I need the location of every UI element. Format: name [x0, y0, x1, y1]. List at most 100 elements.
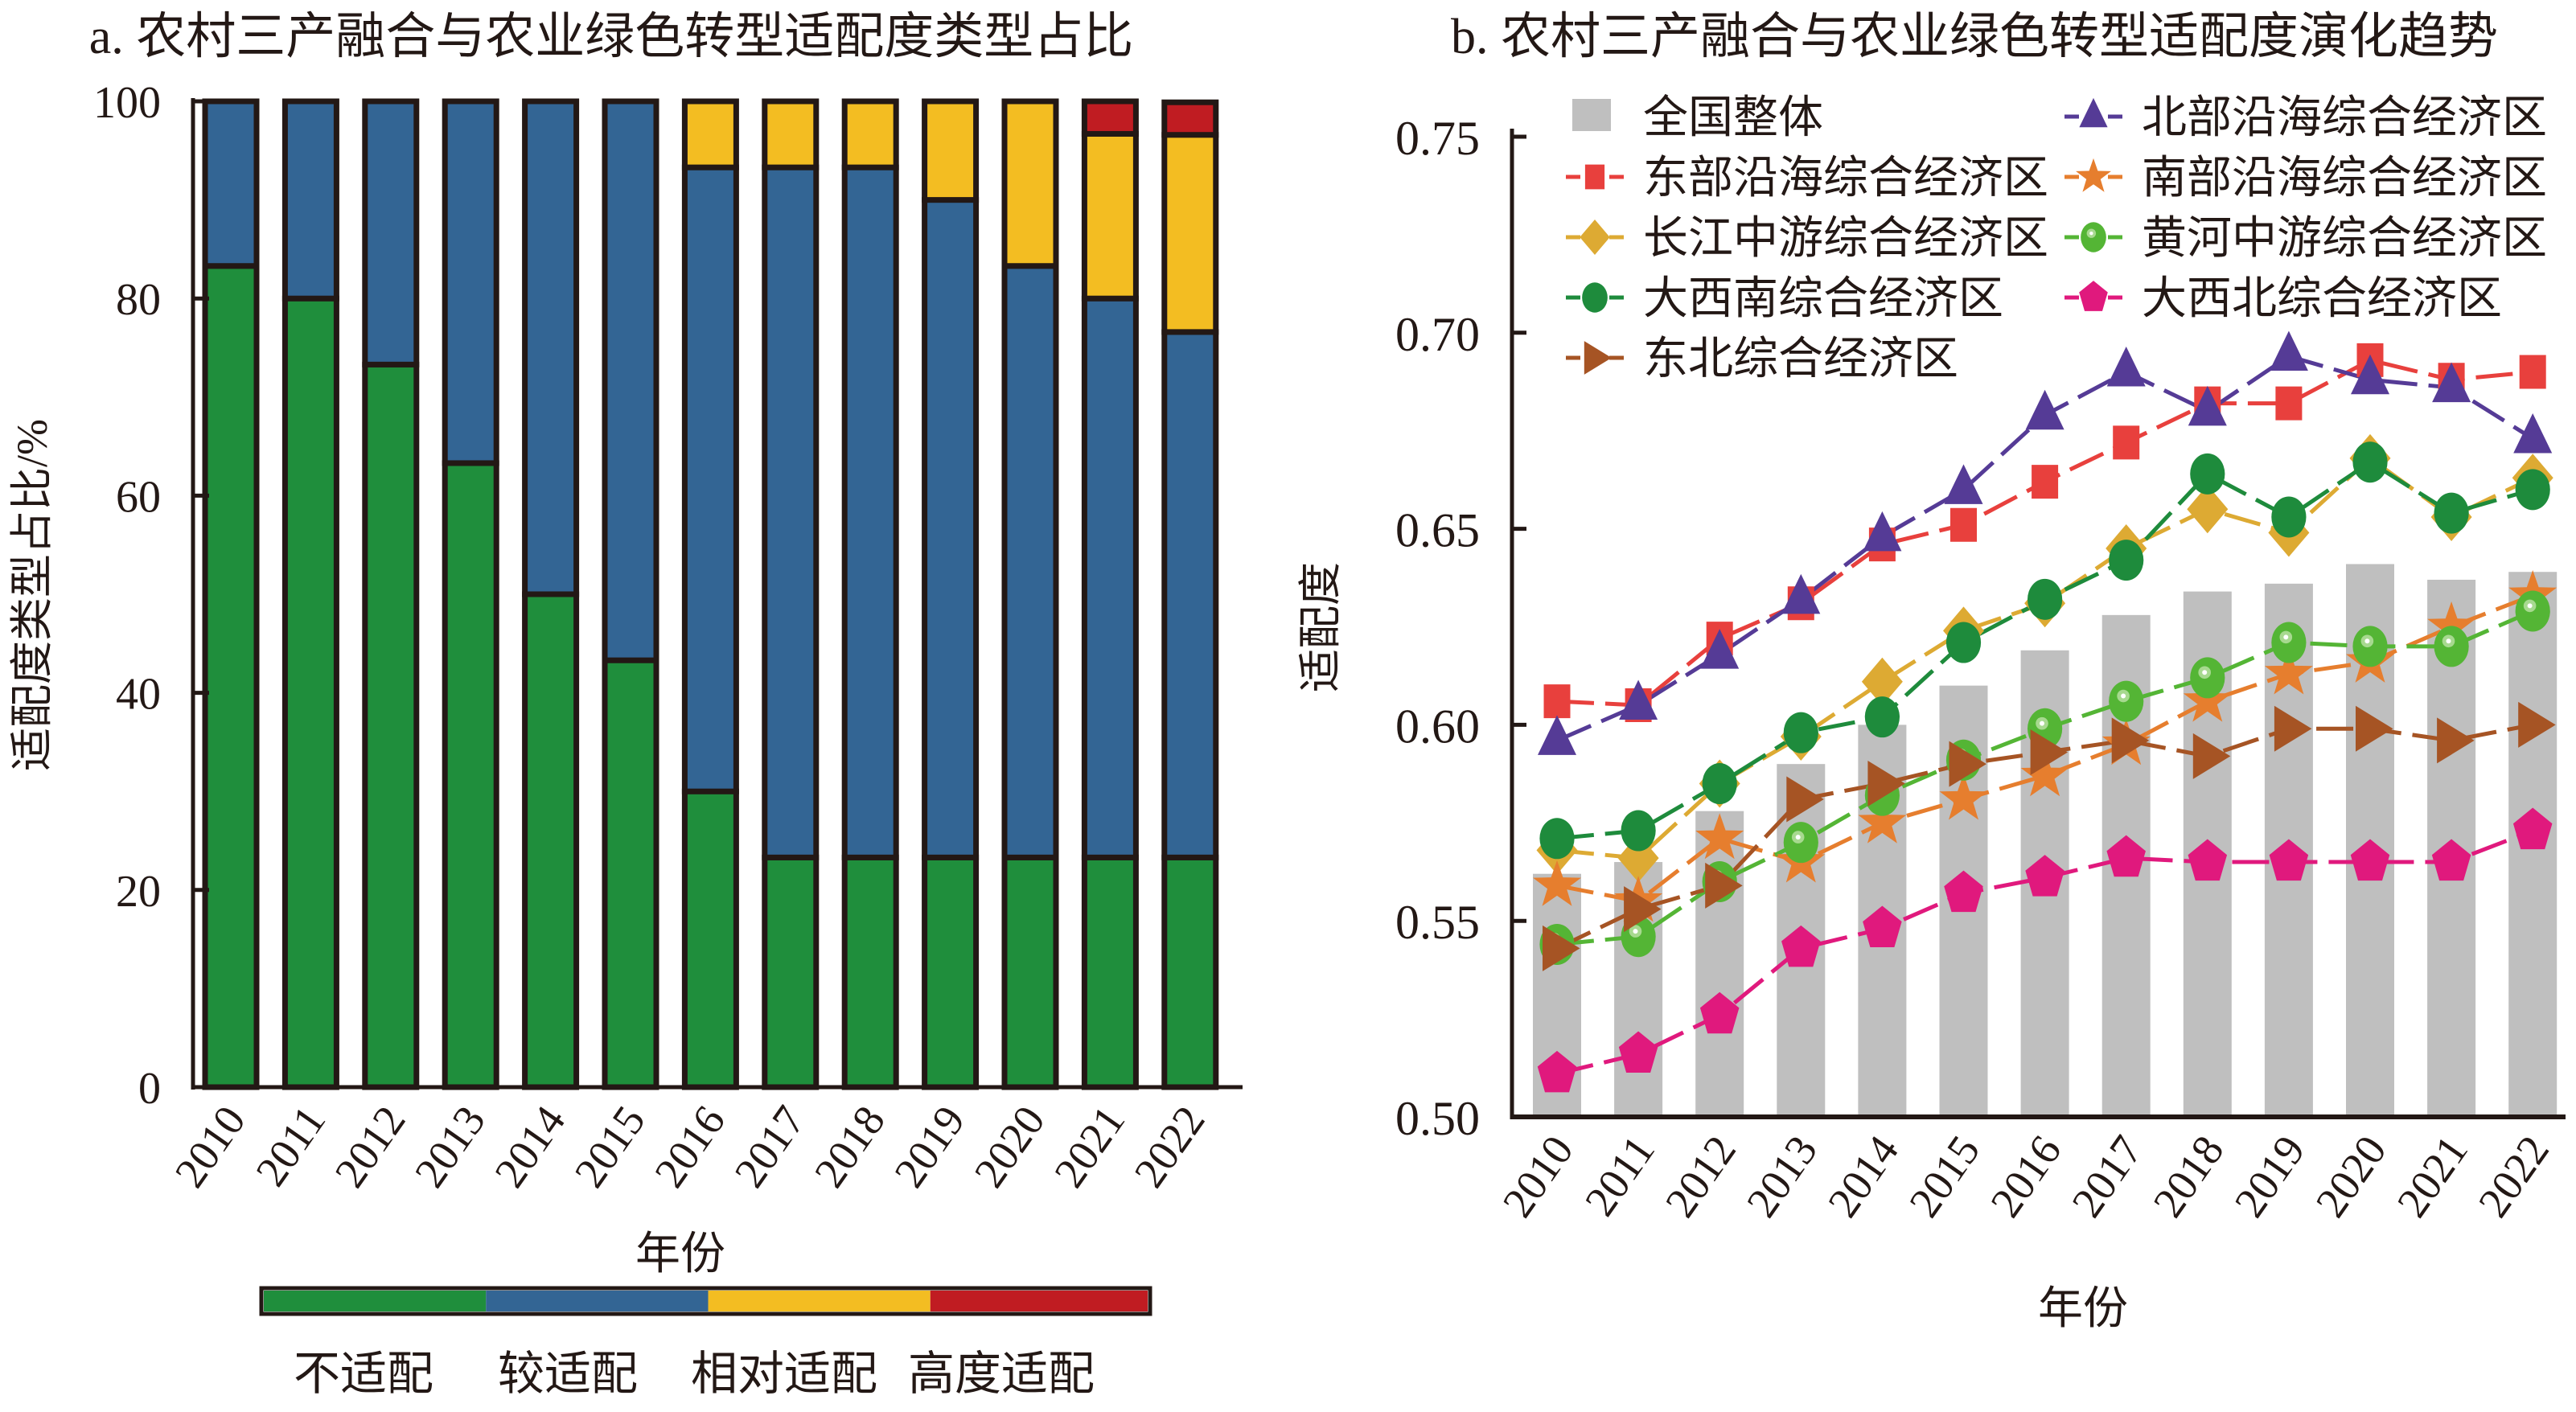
- marker-3-2016: [2020, 750, 2069, 797]
- bar-segment-2022-3: [1161, 99, 1219, 138]
- legend-marker: [2079, 281, 2108, 311]
- panel-a-legend: 不适配 较适配 相对适配 高度适配: [259, 1286, 1152, 1400]
- bar-segment-2013-1: [442, 98, 499, 466]
- legend-item-1: 北部沿海综合经济区: [2064, 93, 2547, 143]
- bar-segment-2014-0: [522, 591, 580, 1090]
- bar-segment-2022-1: [1161, 329, 1219, 860]
- marker-5-2018: [2190, 453, 2225, 495]
- bar-segment-2017-1: [762, 164, 820, 860]
- bar-segment-2019-0: [922, 854, 980, 1090]
- bar-segment-2020-2: [1001, 98, 1059, 269]
- marker-7-2020: [2356, 705, 2393, 752]
- marker-5-2017: [2109, 540, 2144, 581]
- panel-b-x-tick-label: 2018: [2144, 1127, 2233, 1225]
- marker-4-2021-shine: [2446, 638, 2451, 644]
- legend-label-1: 较适配: [498, 1348, 638, 1400]
- bar-segment-2019-1: [922, 197, 980, 860]
- marker-1-2015: [1944, 464, 1983, 504]
- marker-1-2021: [2432, 362, 2471, 403]
- marker-4-2022: [2515, 590, 2550, 632]
- panel-a-title: a. 农村三产融合与农业绿色转型适配度类型占比: [89, 10, 1134, 64]
- legend-marker: [1584, 341, 1612, 375]
- panel-b-x-tick-label: 2011: [1576, 1127, 1664, 1224]
- bar-segment-2010-0: [202, 263, 260, 1090]
- legend-swatch-2: [708, 1291, 931, 1311]
- legend-label: 长江中游综合经济区: [1643, 214, 2048, 264]
- marker-1-2011: [1619, 679, 1658, 720]
- panel-b-x-tick-label: 2013: [1737, 1127, 1826, 1225]
- legend-label-3: 高度适配: [908, 1348, 1095, 1400]
- marker-3-2019: [2264, 648, 2313, 695]
- marker-5-2019: [2271, 496, 2307, 538]
- marker-6-2018: [2188, 839, 2228, 881]
- panel-a-x-tick-label: 2019: [885, 1097, 974, 1196]
- bar-segment-2021-2: [1081, 130, 1139, 302]
- panel-a-bars: [202, 98, 1219, 1090]
- panel-b-x-tick-label: 2022: [2469, 1127, 2558, 1225]
- bar-segment-2016-1: [681, 164, 739, 794]
- national-bar-2012: [1695, 811, 1744, 1117]
- legend-marker: [2081, 222, 2106, 252]
- marker-6-2014: [1863, 905, 1902, 948]
- panel-a-proportion-chart: a. 农村三产融合与农业绿色转型适配度类型占比 适配度类型占比/% 年份 020…: [8, 10, 1243, 1400]
- panel-b-markers: [1533, 330, 2558, 1093]
- marker-5-2020: [2352, 441, 2388, 483]
- panel-b-x-tick-label: 2020: [2307, 1127, 2396, 1225]
- panel-a-x-axis-label: 年份: [635, 1229, 725, 1279]
- marker-6-2012: [1699, 991, 1740, 1034]
- panel-b-national-bars: [1533, 564, 2558, 1117]
- legend-label: 大西南综合经济区: [1643, 274, 2003, 324]
- marker-7-2019: [2274, 705, 2312, 752]
- marker-5-2011: [1621, 810, 1656, 852]
- legend-label: 北部沿海综合经济区: [2142, 93, 2547, 143]
- marker-7-2015: [1949, 741, 1986, 787]
- marker-4-2020-shine: [2364, 638, 2370, 644]
- bar-segment-2018-2: [841, 98, 899, 170]
- marker-5-2021: [2434, 492, 2469, 534]
- panel-b-x-tick-label: 2019: [2225, 1127, 2315, 1225]
- legend-marker-shine: [2089, 231, 2093, 236]
- panel-a-x-tick-label: 2016: [645, 1097, 734, 1196]
- marker-6-2020: [2350, 839, 2390, 881]
- marker-5-2010: [1539, 818, 1575, 860]
- panel-b-y-tick-label: 0.55: [1395, 896, 1480, 949]
- bar-segment-2015-0: [602, 657, 659, 1090]
- marker-3-2014: [1858, 797, 1907, 844]
- bar-segment-2021-0: [1081, 854, 1139, 1090]
- legend-label: 大西北综合经济区: [2142, 274, 2502, 324]
- marker-0-2022: [2519, 355, 2546, 389]
- marker-4-2019: [2271, 622, 2307, 663]
- panel-a-y-tick-label: 0: [138, 1064, 161, 1114]
- legend-item-6: 大西南综合经济区: [1566, 274, 2003, 324]
- bar-segment-2014-1: [522, 98, 580, 597]
- panel-a-axes: [191, 98, 1243, 1090]
- panel-a-x-tick-label: 2018: [805, 1097, 894, 1196]
- marker-0-2015: [1950, 507, 1977, 542]
- panel-a-y-tick-label: 40: [116, 670, 161, 720]
- marker-2-2018: [2187, 485, 2229, 534]
- marker-7-2021: [2437, 717, 2475, 764]
- marker-0-2017: [2113, 425, 2140, 460]
- marker-4-2011-shine: [1633, 929, 1638, 934]
- legend-swatch-0: [264, 1291, 487, 1311]
- panel-b-axes: [1510, 129, 2566, 1119]
- panel-a-x-tick-label: 2010: [166, 1097, 255, 1196]
- marker-5-2012: [1702, 763, 1737, 805]
- marker-1-2013: [1781, 573, 1821, 614]
- legend-marker: [2079, 97, 2108, 128]
- marker-4-2021: [2434, 626, 2469, 667]
- marker-4-2020: [2352, 626, 2388, 667]
- legend-swatch-1: [486, 1291, 709, 1311]
- marker-1-2022: [2513, 413, 2553, 454]
- panel-b-y-tick-label: 0.75: [1395, 112, 1480, 165]
- legend-label: 东部沿海综合经济区: [1643, 154, 2048, 203]
- marker-4-2017: [2109, 680, 2144, 722]
- bar-segment-2019-2: [922, 98, 980, 203]
- panel-a-y-tick-label: 60: [116, 472, 161, 522]
- legend-item-4: 长江中游综合经济区: [1566, 214, 2048, 264]
- marker-1-2012: [1700, 629, 1740, 669]
- legend-label: 东北综合经济区: [1643, 335, 1958, 384]
- bar-segment-2016-0: [681, 788, 739, 1090]
